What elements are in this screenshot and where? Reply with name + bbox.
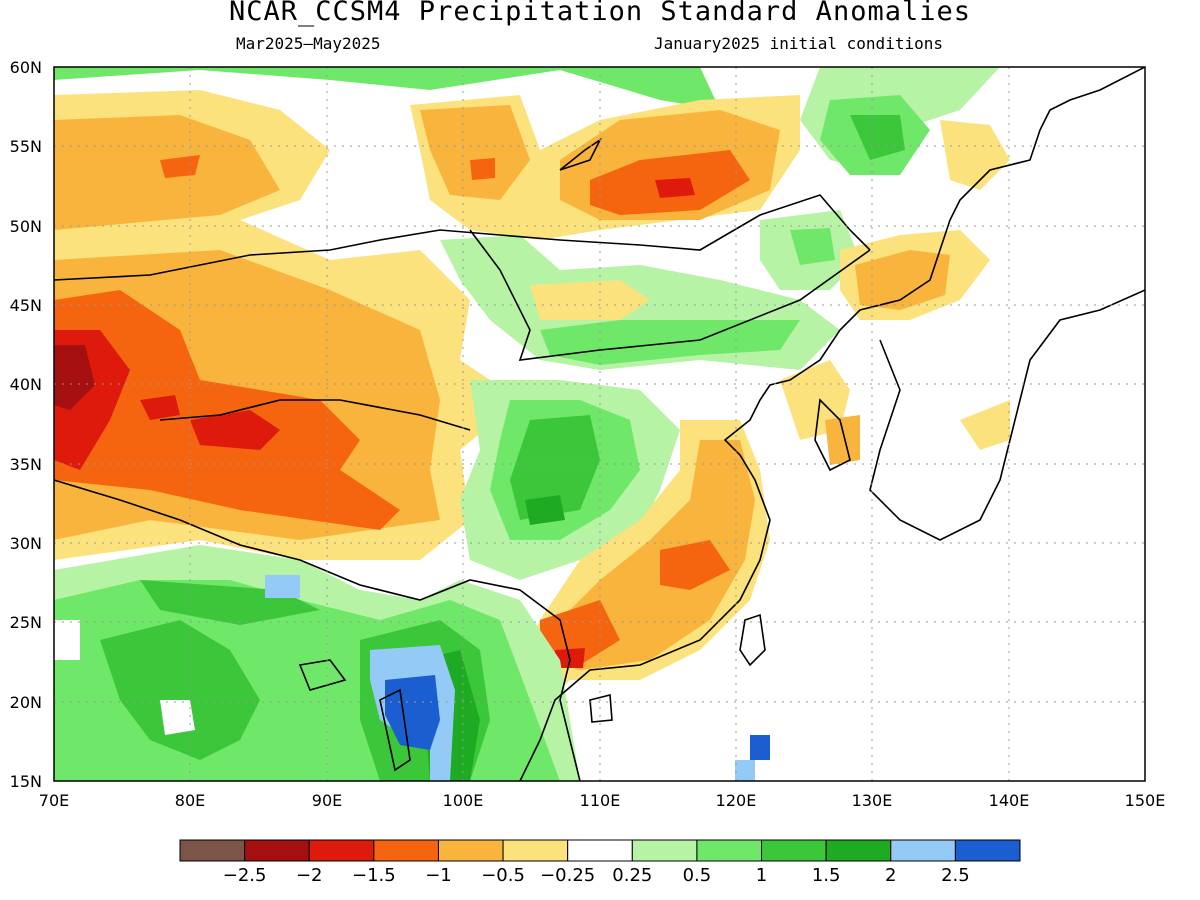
colorbar-swatch <box>825 839 892 862</box>
colorbar-swatch <box>244 839 310 862</box>
anomaly-field <box>54 67 1145 781</box>
colorbar-tick-label: −2 <box>296 865 323 886</box>
colorbar-tick-label: −0.25 <box>540 865 595 886</box>
lon-label: 90E <box>312 791 342 810</box>
colorbar-swatch <box>567 839 633 862</box>
initial-conditions-label: January2025 initial conditions <box>654 34 943 53</box>
lon-label: 120E <box>716 791 757 810</box>
lon-label: 100E <box>443 791 484 810</box>
lat-label: 55N <box>10 137 42 156</box>
lat-label: 20N <box>10 693 42 712</box>
lon-label: 130E <box>852 791 893 810</box>
colorbar-swatch <box>761 839 827 862</box>
colorbar-swatch <box>437 839 504 862</box>
latitude-labels: 60N 55N 50N 45N 40N 35N 30N 25N 20N 15N <box>10 58 42 791</box>
colorbar-swatch <box>179 839 246 862</box>
colorbar-tick-label: 0.5 <box>683 865 712 886</box>
colorbar-swatch <box>890 839 956 862</box>
colorbar-tick-label: 0.25 <box>612 865 652 886</box>
colorbar-tick-label: 2.5 <box>941 865 970 886</box>
lon-label: 110E <box>580 791 621 810</box>
colorbar-swatch <box>502 839 569 862</box>
colorbar-swatch <box>308 839 375 862</box>
lat-label: 35N <box>10 455 42 474</box>
colorbar <box>179 839 1021 862</box>
colorbar-tick-label: −0.5 <box>481 865 525 886</box>
gridlines <box>54 67 1145 781</box>
colorbar-labels: −2.5 −2 −1.5 −1 −0.5 −0.25 0.25 0.5 1 1.5 2 2.5 <box>223 865 970 886</box>
lat-label: 25N <box>10 613 42 632</box>
colorbar-tick-label: −2.5 <box>223 865 267 886</box>
map-frame <box>53 66 1146 782</box>
green-band-north <box>54 67 720 110</box>
coastlines-and-borders <box>54 67 1145 781</box>
colorbar-tick-label: 2 <box>885 865 896 886</box>
colorbar-tick-label: −1.5 <box>352 865 396 886</box>
colorbar-swatch <box>631 839 698 862</box>
longitude-labels: 70E 80E 90E 100E 110E 120E 130E 140E 150… <box>39 791 1166 810</box>
colorbar-tick-label: 1.5 <box>812 865 841 886</box>
season-label: Mar2025–May2025 <box>236 34 381 53</box>
lat-label: 60N <box>10 58 42 77</box>
lon-label: 80E <box>175 791 205 810</box>
colorbar-swatch <box>954 839 1021 862</box>
lon-label: 140E <box>989 791 1030 810</box>
colorbar-swatch <box>373 839 439 862</box>
lon-label: 70E <box>39 791 69 810</box>
colorbar-swatch <box>696 839 763 862</box>
lat-label: 40N <box>10 375 42 394</box>
lat-label: 45N <box>10 296 42 315</box>
lat-label: 15N <box>10 772 42 791</box>
colorbar-tick-label: −1 <box>425 865 452 886</box>
lat-label: 50N <box>10 217 42 236</box>
lon-label: 150E <box>1125 791 1166 810</box>
colorbar-tick-label: 1 <box>756 865 767 886</box>
map-title: NCAR_CCSM4 Precipitation Standard Anomal… <box>229 0 971 27</box>
lat-label: 30N <box>10 534 42 553</box>
